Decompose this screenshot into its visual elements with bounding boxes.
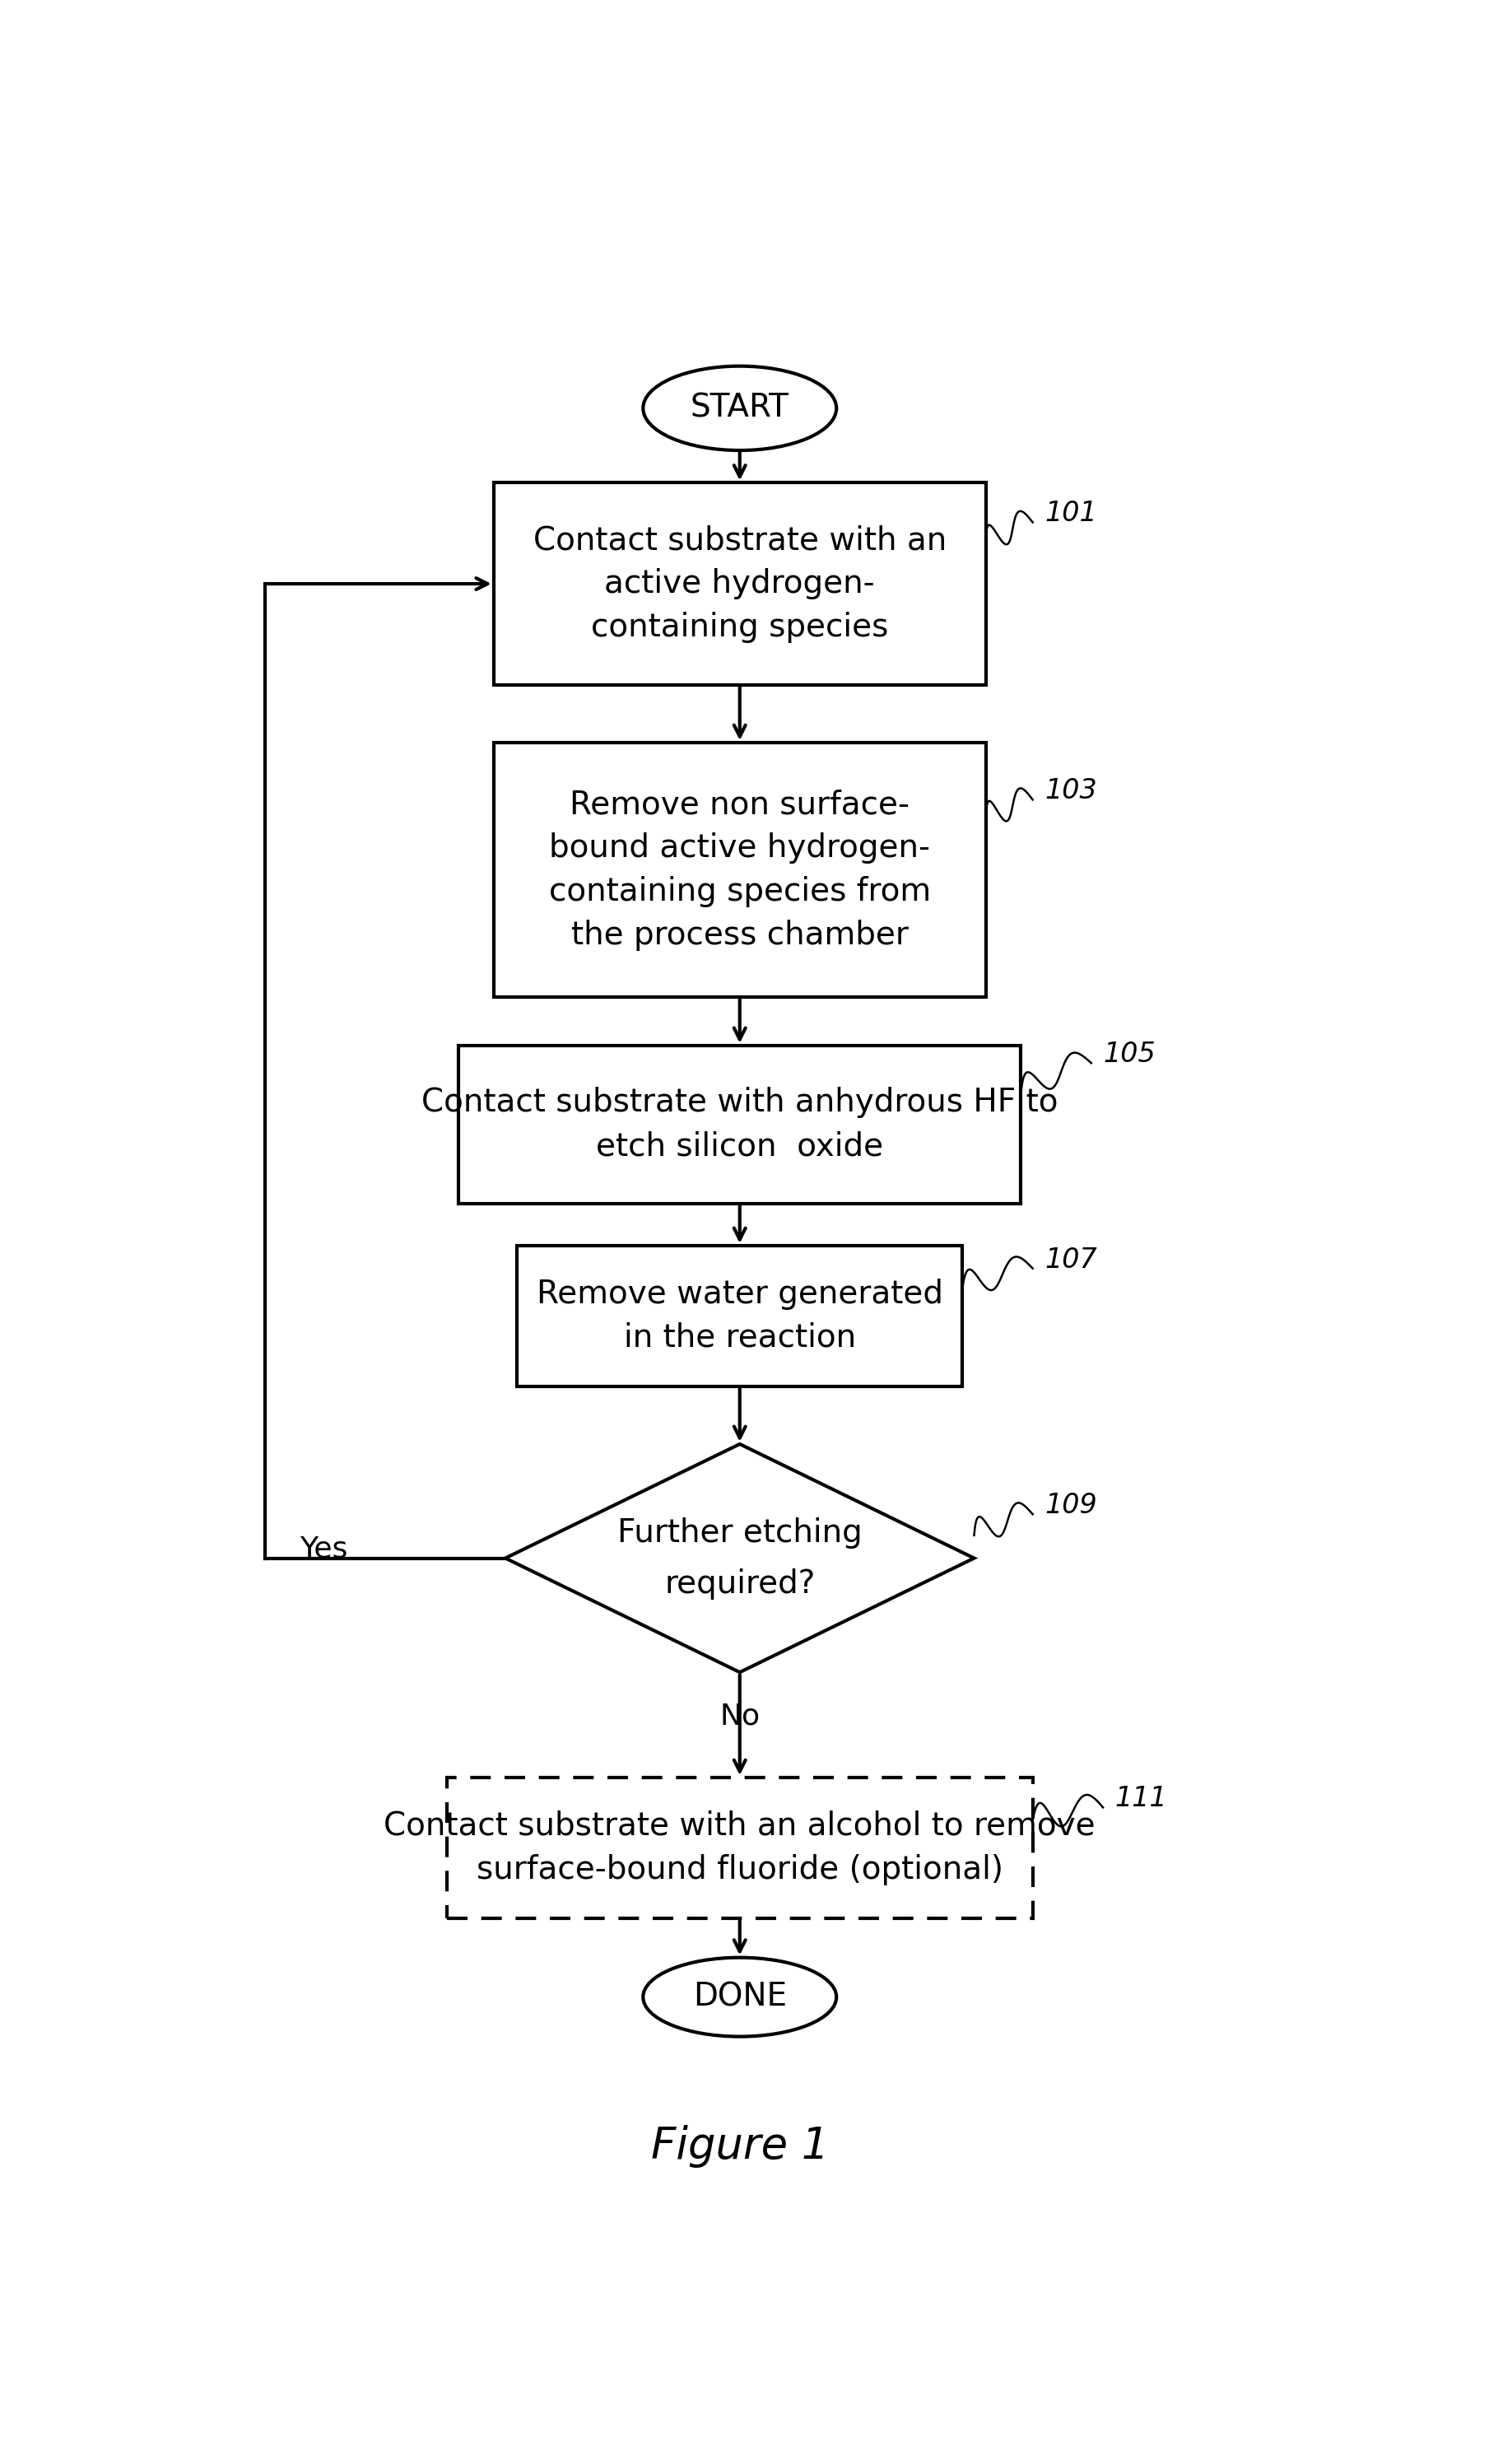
Text: START: START [691,392,789,424]
Text: 111: 111 [1114,1784,1167,1811]
Text: Remove water generated
in the reaction: Remove water generated in the reaction [537,1279,943,1353]
Text: DONE: DONE [692,1980,786,2012]
Text: 105: 105 [1104,1042,1155,1069]
Bar [494,483,986,684]
Text: Contact substrate with anhydrous HF to
etch silicon  oxide: Contact substrate with anhydrous HF to e… [422,1088,1058,1162]
Text: Remove non surface-
bound active hydrogen-
containing species from
the process c: Remove non surface- bound active hydroge… [549,789,931,951]
Bar [448,1777,1033,1919]
Bar [517,1245,962,1387]
Text: No: No [720,1701,761,1730]
Text: 103: 103 [1045,777,1096,804]
Text: 101: 101 [1045,500,1096,527]
Text: Yes: Yes [299,1534,348,1564]
Bar [494,743,986,998]
Bar [458,1047,1021,1203]
Text: Further etching
required?: Further etching required? [617,1517,862,1601]
Text: Contact substrate with an alcohol to remove
surface-bound fluoride (optional): Contact substrate with an alcohol to rem… [384,1811,1096,1885]
Text: 109: 109 [1045,1493,1096,1520]
Text: Figure 1: Figure 1 [650,2125,829,2167]
Text: 107: 107 [1045,1245,1096,1272]
Text: Contact substrate with an
active hydrogen-
containing species: Contact substrate with an active hydroge… [534,525,947,642]
